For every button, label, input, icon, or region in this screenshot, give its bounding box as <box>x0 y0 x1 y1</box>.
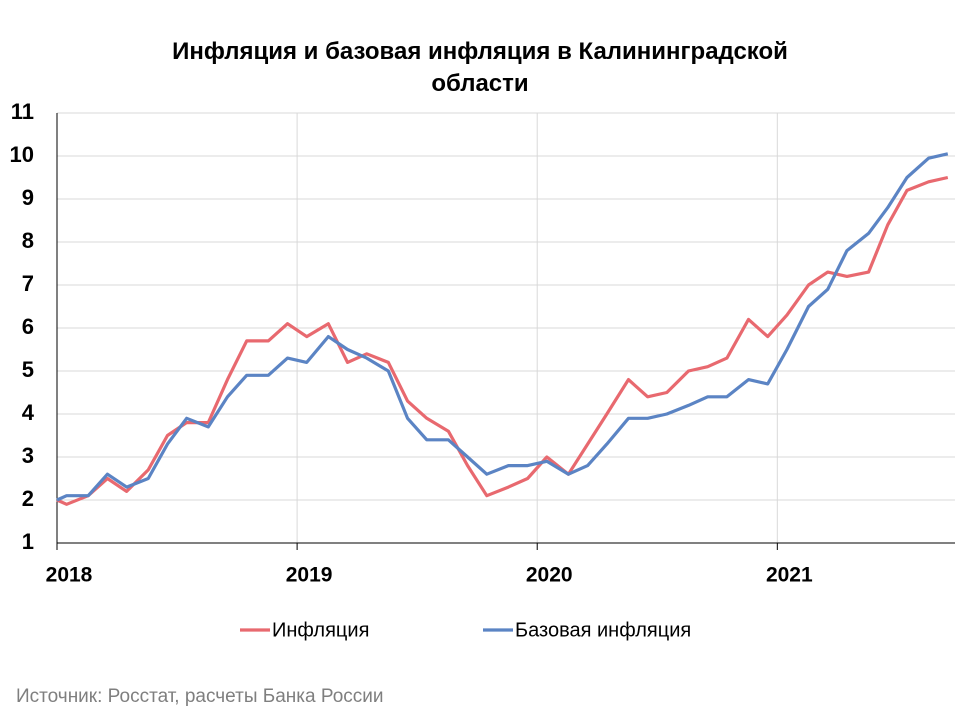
legend-label: Инфляция <box>272 619 369 641</box>
y-tick-label: 7 <box>22 271 34 296</box>
legend-label: Базовая инфляция <box>515 619 691 641</box>
y-tick-label: 4 <box>22 400 35 425</box>
y-tick-label: 3 <box>22 443 34 468</box>
y-tick-label: 2 <box>22 486 34 511</box>
x-tick-label: 2020 <box>526 564 573 587</box>
series-line <box>56 175 949 506</box>
y-tick-label: 8 <box>22 228 34 253</box>
series-line <box>56 152 949 502</box>
x-tick-label: 2018 <box>46 564 93 587</box>
y-tick-label: 10 <box>10 142 34 167</box>
y-tick-label: 11 <box>11 99 34 124</box>
chart-title: Инфляция и базовая инфляция в Калинингра… <box>172 38 788 97</box>
x-tick-label: 2021 <box>766 564 813 587</box>
y-tick-label: 9 <box>22 185 34 210</box>
y-tick-label: 1 <box>22 529 34 554</box>
y-tick-label: 6 <box>22 314 34 339</box>
x-tick-label: 2019 <box>286 564 333 587</box>
y-tick-label: 5 <box>22 357 34 382</box>
source-note: Источник: Росстат, расчеты Банка России <box>16 686 384 707</box>
